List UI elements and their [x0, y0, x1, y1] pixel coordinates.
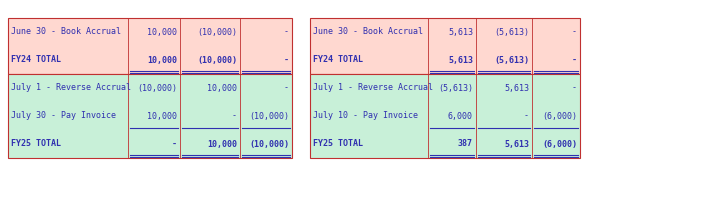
Text: 387: 387 — [458, 140, 473, 148]
Text: 10,000: 10,000 — [147, 27, 177, 36]
Text: -: - — [572, 55, 577, 64]
Text: June 30 - Book Accrual: June 30 - Book Accrual — [11, 27, 121, 36]
Text: (10,000): (10,000) — [137, 84, 177, 92]
Text: 5,613: 5,613 — [448, 55, 473, 64]
Text: (10,000): (10,000) — [249, 112, 289, 120]
Text: -: - — [572, 84, 577, 92]
Text: FY24 TOTAL: FY24 TOTAL — [313, 55, 363, 64]
Text: July 10 - Pay Invoice: July 10 - Pay Invoice — [313, 112, 418, 120]
Text: FY25 TOTAL: FY25 TOTAL — [313, 140, 363, 148]
Text: 5,613: 5,613 — [448, 27, 473, 36]
Text: July 1 - Reverse Accrual: July 1 - Reverse Accrual — [313, 84, 433, 92]
Text: 5,613: 5,613 — [504, 84, 529, 92]
Text: June 30 - Book Accrual: June 30 - Book Accrual — [313, 27, 423, 36]
Text: -: - — [284, 55, 289, 64]
Text: -: - — [172, 140, 177, 148]
Bar — [8, 74, 292, 158]
Text: July 1 - Reverse Accrual: July 1 - Reverse Accrual — [11, 84, 131, 92]
Text: 10,000: 10,000 — [207, 84, 237, 92]
Text: -: - — [524, 112, 529, 120]
Text: -: - — [572, 27, 577, 36]
Text: (5,613): (5,613) — [494, 55, 529, 64]
Text: 10,000: 10,000 — [147, 55, 177, 64]
Text: -: - — [284, 84, 289, 92]
Text: 5,613: 5,613 — [504, 140, 529, 148]
Text: (10,000): (10,000) — [197, 27, 237, 36]
Text: -: - — [232, 112, 237, 120]
Text: 6,000: 6,000 — [448, 112, 473, 120]
Bar — [310, 74, 580, 158]
Text: 10,000: 10,000 — [207, 140, 237, 148]
Bar — [8, 18, 292, 74]
Text: 10,000: 10,000 — [147, 112, 177, 120]
Text: (5,613): (5,613) — [494, 27, 529, 36]
Bar — [310, 18, 580, 74]
Text: (6,000): (6,000) — [542, 112, 577, 120]
Text: -: - — [284, 27, 289, 36]
Text: (5,613): (5,613) — [438, 84, 473, 92]
Text: July 30 - Pay Invoice: July 30 - Pay Invoice — [11, 112, 116, 120]
Text: (10,000): (10,000) — [249, 140, 289, 148]
Text: FY24 TOTAL: FY24 TOTAL — [11, 55, 61, 64]
Text: (6,000): (6,000) — [542, 140, 577, 148]
Text: (10,000): (10,000) — [197, 55, 237, 64]
Text: FY25 TOTAL: FY25 TOTAL — [11, 140, 61, 148]
